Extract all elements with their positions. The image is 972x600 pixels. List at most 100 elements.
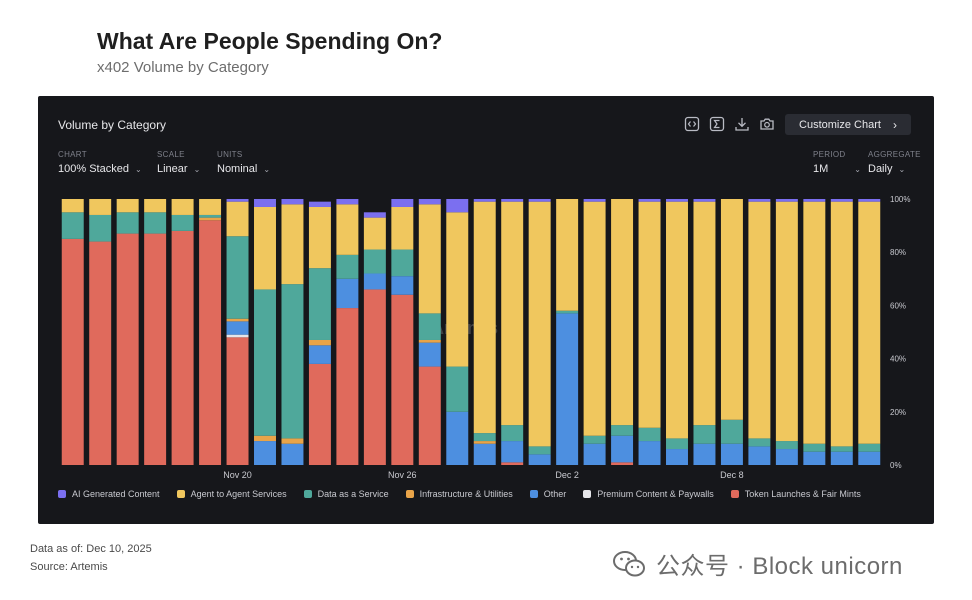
bar-segment-agent-18 [528, 201, 551, 447]
bar-segment-agent-14 [418, 204, 441, 314]
wechat-icon [613, 550, 645, 576]
x-tick-label: Dec 2 [555, 470, 579, 480]
bar-segment-agent-4 [144, 199, 167, 213]
chevron-right-icon: › [892, 117, 897, 132]
bar-segment-other-23 [666, 449, 688, 465]
bar-segment-ai-11 [336, 199, 359, 205]
units-control[interactable]: UNITS Nominal ⌄ [217, 150, 270, 175]
page-subtitle: x402 Volume by Category [97, 59, 269, 76]
y-tick-label: 100% [890, 195, 910, 204]
legend-label: Infrastructure & Utilities [419, 489, 513, 499]
bar-segment-data-7 [226, 236, 249, 319]
bar-segment-ai-18 [528, 199, 551, 202]
bar-segment-ai-16 [473, 199, 496, 202]
bar-segment-token-11 [336, 308, 359, 465]
page-title: What Are People Spending On? [97, 28, 443, 54]
bar-segment-token-14 [418, 366, 441, 465]
y-tick-label: 80% [890, 248, 906, 257]
bar-segment-agent-5 [171, 199, 194, 215]
bar-segment-data-9 [281, 284, 304, 439]
bar-segment-data-8 [254, 289, 276, 436]
bar-segment-ai-30 [858, 199, 881, 202]
bar-segment-agent-10 [308, 206, 331, 269]
bar-segment-agent-25 [720, 199, 743, 420]
bar-segment-agent-11 [336, 204, 359, 255]
legend-swatch [529, 490, 538, 498]
bar-segment-ai-24 [693, 199, 716, 202]
legend-swatch [176, 490, 185, 498]
legend-item-infra[interactable]: Infrastructure & Utilities [405, 489, 513, 499]
bar-segment-agent-27 [775, 201, 798, 442]
bar-segment-premium-7 [226, 334, 249, 338]
bar-segment-infra-10 [308, 339, 331, 346]
bar-segment-agent-20 [583, 201, 606, 436]
legend-item-other[interactable]: Other [529, 489, 567, 499]
bar-segment-data-5 [171, 214, 194, 231]
bar-segment-other-10 [308, 345, 331, 364]
legend-item-token[interactable]: Token Launches & Fair Mints [730, 489, 861, 499]
scale-control[interactable]: SCALE Linear ⌄ [157, 150, 200, 175]
bar-segment-other-22 [638, 441, 661, 465]
legend-item-agent[interactable]: Agent to Agent Services [176, 489, 287, 499]
watermark-text: 公众号 · Block unicorn [656, 553, 903, 580]
legend-swatch [730, 490, 739, 498]
bar-segment-ai-26 [748, 199, 771, 202]
period-label: PERIOD [813, 150, 846, 159]
bar-segment-other-20 [583, 443, 606, 465]
bar-segment-agent-19 [556, 199, 579, 311]
chevron-down-icon: ⌄ [898, 164, 906, 174]
units-label: UNITS [217, 150, 243, 159]
bar-segment-other-11 [336, 278, 359, 309]
bar-segment-ai-27 [775, 199, 798, 202]
bar-segment-other-18 [528, 454, 551, 465]
aggregate-label: AGGREGATE [868, 150, 921, 159]
bar-segment-other-12 [363, 273, 386, 290]
camera-icon[interactable] [759, 116, 775, 132]
bar-segment-data-21 [611, 425, 634, 436]
chevron-down-icon: ⌄ [134, 164, 142, 174]
bar-segment-data-20 [583, 435, 606, 444]
bar-segment-data-25 [720, 419, 743, 444]
legend-item-premium[interactable]: Premium Content & Paywalls [583, 489, 714, 499]
period-control[interactable]: PERIOD 1M ⌄ [813, 150, 861, 175]
bar-segment-data-23 [666, 438, 688, 450]
legend-item-data[interactable]: Data as a Service [303, 489, 389, 499]
legend-item-ai[interactable]: AI Generated Content [58, 489, 160, 499]
customize-chart-label: Customize Chart [799, 118, 881, 131]
bar-segment-other-27 [775, 449, 798, 465]
y-tick-label: 40% [890, 355, 906, 364]
bar-segment-agent-3 [116, 199, 139, 213]
bar-segment-token-10 [308, 363, 331, 465]
bar-segment-infra-8 [254, 435, 276, 442]
bar-segment-token-21 [611, 462, 634, 465]
sigma-icon[interactable] [709, 116, 725, 132]
bar-segment-ai-13 [391, 199, 414, 207]
bar-segment-data-10 [308, 268, 331, 340]
bar-segment-other-9 [281, 443, 304, 465]
bar-segment-data-1 [61, 212, 84, 239]
customize-chart-button[interactable]: Customize Chart › [785, 114, 911, 135]
bar-segment-other-19 [556, 313, 579, 465]
chart-panel: Volume by Category Customize Chart › CHA… [38, 96, 934, 524]
download-icon[interactable] [734, 116, 750, 132]
legend-label: Other [543, 489, 567, 499]
legend-label: Agent to Agent Services [190, 489, 287, 499]
bar-segment-agent-12 [363, 217, 386, 250]
bar-segment-token-17 [501, 462, 524, 465]
bar-segment-data-29 [830, 446, 853, 452]
bar-segment-agent-15 [446, 212, 469, 367]
bar-segment-agent-22 [638, 201, 661, 428]
bar-segment-data-18 [528, 446, 551, 455]
source-note: Source: Artemis [30, 561, 108, 573]
bar-segment-token-7 [226, 337, 249, 465]
aggregate-control[interactable]: AGGREGATE Daily ⌄ [868, 150, 924, 175]
bar-segment-infra-9 [281, 438, 304, 444]
bar-segment-infra-7 [226, 318, 249, 322]
bar-segment-data-6 [199, 214, 222, 218]
bar-segment-ai-14 [418, 199, 441, 205]
chart-type-control[interactable]: CHART 100% Stacked ⌄ [58, 150, 142, 175]
embed-code-icon[interactable] [684, 116, 700, 132]
bar-segment-data-12 [363, 249, 386, 274]
bar-segment-agent-26 [748, 201, 771, 439]
